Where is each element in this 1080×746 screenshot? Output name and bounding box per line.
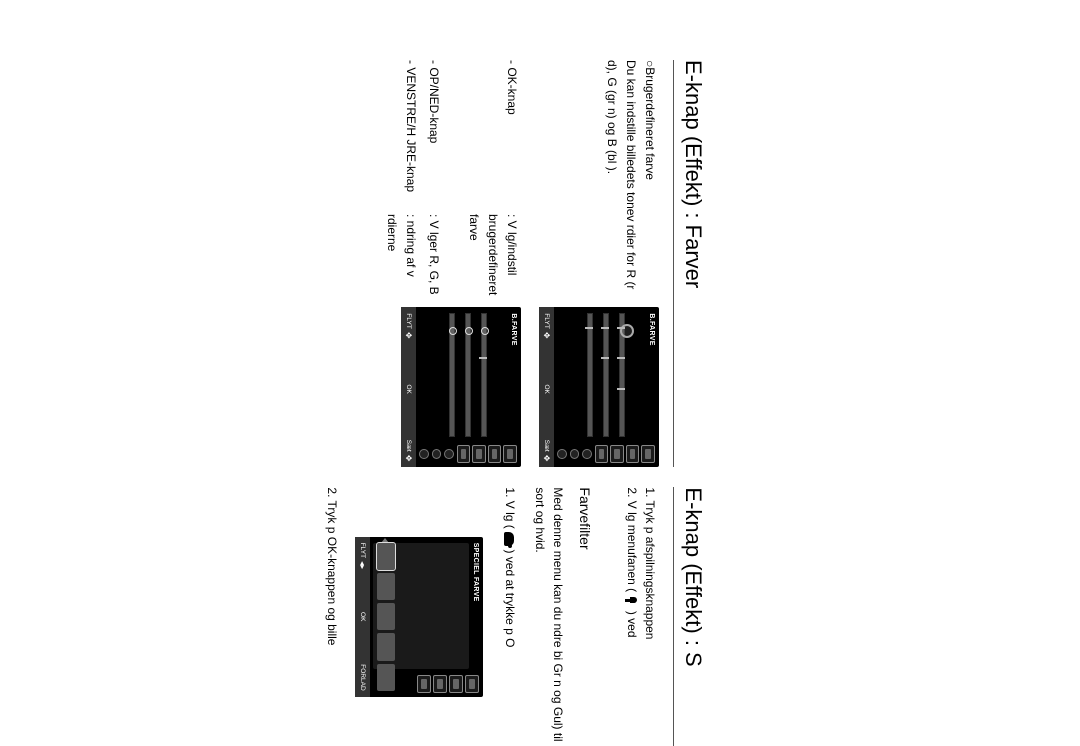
screenshot-title: B.FARVE bbox=[648, 313, 655, 345]
rgb-sliders bbox=[449, 313, 491, 437]
screenshot-iconbar bbox=[419, 443, 519, 465]
slider-r bbox=[619, 313, 625, 437]
footer-left: FLYT✥ bbox=[542, 313, 551, 338]
footer-mid: OK bbox=[543, 384, 550, 393]
screenshot-footer: FLYT✥ OK Sæt✥ bbox=[539, 307, 554, 467]
screenshot-bfarve-2: B.FARVE bbox=[401, 307, 521, 467]
filter-step-1: 1. V lg ( ) ved at trykke p O bbox=[501, 487, 519, 746]
palette-icon bbox=[504, 445, 518, 463]
tool-icon bbox=[473, 445, 487, 463]
slider-tick bbox=[617, 388, 625, 390]
tool-icon bbox=[457, 445, 471, 463]
spacer bbox=[443, 60, 459, 295]
step-2: 2. V lg menufanen ( ) ved bbox=[623, 487, 641, 746]
page-rotated: E-knap (Effekt) : Farver ○Brugerdefinere… bbox=[0, 0, 746, 746]
tool-icon bbox=[626, 445, 640, 463]
right-steps: 1. Tryk p afspilningsknappen 2. V lg men… bbox=[623, 487, 659, 746]
check-icon bbox=[570, 449, 580, 459]
slider-g bbox=[465, 313, 471, 437]
slider-tick bbox=[601, 357, 609, 359]
farvefilter-body: Med denne menu kan du ndre bi Gr n og Gu… bbox=[531, 487, 567, 746]
footer-right: Sæt✥ bbox=[404, 440, 413, 462]
slider-tick bbox=[585, 327, 593, 329]
screenshot-footer: FLYT✥ OK Sæt✥ bbox=[401, 307, 416, 467]
screenshot-speciel-farve: SPECIEL FARVE bbox=[355, 537, 483, 697]
palette-icon bbox=[642, 445, 656, 463]
button-definitions: - OK-knap : V lg/indstil brugerdefineret… bbox=[378, 60, 521, 295]
right-heading: E-knap (Effekt) : S bbox=[673, 487, 706, 746]
slider-r bbox=[481, 313, 487, 437]
screenshot-iconbar bbox=[557, 443, 657, 465]
def-ok: - OK-knap : V lg/indstil brugerdefineret… bbox=[463, 60, 521, 295]
buttons-row: - OK-knap : V lg/indstil brugerdefineret… bbox=[378, 60, 521, 467]
screenshot-title: B.FARVE bbox=[510, 313, 517, 345]
filter-step-2: 2. Tryk p OK-knappen og bille bbox=[323, 487, 341, 746]
def-venstre-hojre: - VENSTRE/H JRE-knap : ndring af v rdier… bbox=[382, 60, 420, 295]
check-icon bbox=[419, 449, 429, 459]
palette-icon bbox=[465, 675, 479, 693]
slider-cursor bbox=[449, 327, 457, 335]
check-icon bbox=[557, 449, 567, 459]
slider-g bbox=[603, 313, 609, 437]
thumbnail-item bbox=[377, 603, 395, 630]
tool-icon bbox=[611, 445, 625, 463]
custom-color-body: Du kan indstille billedets tonev rdier f… bbox=[601, 60, 639, 295]
tool-icon bbox=[488, 445, 502, 463]
screenshot-title: SPECIEL FARVE bbox=[472, 543, 479, 602]
def-op-ned: - OP/NED-knap : V lger R, G, B bbox=[424, 60, 443, 295]
tool-icon bbox=[433, 675, 447, 693]
slider-b bbox=[587, 313, 593, 437]
two-column-layout: E-knap (Effekt) : Farver ○Brugerdefinere… bbox=[0, 60, 706, 746]
check-icon bbox=[582, 449, 592, 459]
slider-tick bbox=[479, 357, 487, 359]
footer-left: FLYT ◂▸ bbox=[358, 543, 367, 569]
arrows-icon: ✥ bbox=[404, 455, 413, 462]
custom-color-title: ○Brugerdefineret farve bbox=[640, 60, 659, 295]
slider-tick bbox=[617, 357, 625, 359]
arrows-icon: ◂▸ bbox=[358, 561, 367, 569]
check-icon bbox=[432, 449, 442, 459]
footer-left: FLYT✥ bbox=[404, 313, 413, 338]
footer-right: Sæt✥ bbox=[542, 440, 551, 462]
thumbnail-item bbox=[377, 664, 395, 691]
left-column: E-knap (Effekt) : Farver ○Brugerdefinere… bbox=[0, 60, 706, 467]
left-heading: E-knap (Effekt) : Farver bbox=[673, 60, 706, 467]
slider-cursor bbox=[481, 327, 489, 335]
custom-color-text: ○Brugerdefineret farve Du kan indstille … bbox=[601, 60, 659, 295]
thumbnail-strip bbox=[377, 543, 395, 691]
slider-tick bbox=[617, 327, 625, 329]
screenshot-footer: FLYT ◂▸ OK FORLAD bbox=[355, 537, 370, 697]
slider-b bbox=[449, 313, 455, 437]
thumbnail-item bbox=[377, 633, 395, 660]
right-column: E-knap (Effekt) : S 1. Tryk p afspilning… bbox=[0, 487, 706, 746]
slider-cursor bbox=[465, 327, 473, 335]
thumbnail-item bbox=[377, 573, 395, 600]
tool-icon bbox=[417, 675, 431, 693]
custom-color-row: ○Brugerdefineret farve Du kan indstille … bbox=[539, 60, 659, 467]
palette-icon bbox=[504, 532, 514, 546]
footer-right: FORLAD bbox=[359, 664, 366, 690]
tool-icon bbox=[449, 675, 463, 693]
footer-mid: OK bbox=[405, 384, 412, 393]
screenshot-bfarve-1: B.FARVE bbox=[539, 307, 659, 467]
rgb-sliders bbox=[587, 313, 629, 437]
screenshot-wrap: SPECIEL FARVE bbox=[355, 487, 483, 746]
arrows-icon: ✥ bbox=[542, 332, 551, 339]
footer-mid: OK bbox=[359, 612, 366, 621]
tool-icon bbox=[595, 445, 609, 463]
arrows-icon: ✥ bbox=[542, 455, 551, 462]
farvefilter-heading: Farvefilter bbox=[577, 487, 593, 746]
arrows-icon: ✥ bbox=[404, 332, 413, 339]
thumbnail-item bbox=[377, 543, 395, 570]
check-icon bbox=[444, 449, 454, 459]
step-1: 1. Tryk p afspilningsknappen bbox=[641, 487, 659, 746]
brush-icon bbox=[625, 595, 637, 607]
slider-tick bbox=[601, 327, 609, 329]
